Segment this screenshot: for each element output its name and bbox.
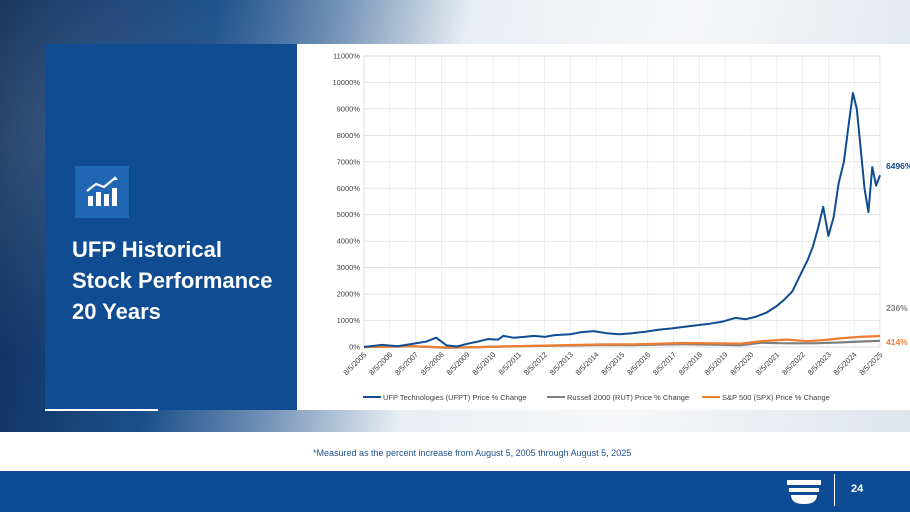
footer-divider	[834, 474, 835, 506]
x-tick-label: 8/5/2022	[780, 350, 807, 377]
y-tick-label: 4000%	[337, 237, 361, 246]
x-tick-label: 8/5/2021	[754, 350, 781, 377]
legend-entry: S&P 500 (SPX) Price % Change	[722, 393, 830, 402]
x-tick-label: 8/5/2019	[703, 350, 730, 377]
x-tick-label: 8/5/2012	[522, 350, 549, 377]
x-tick-label: 8/5/2008	[419, 350, 446, 377]
x-tick-label: 8/5/2016	[625, 350, 652, 377]
x-tick-label: 8/5/2023	[806, 350, 833, 377]
title-line-3: 20 Years	[72, 299, 161, 324]
y-tick-label: 0%	[349, 343, 360, 352]
x-axis-ticks: 8/5/20058/5/20068/5/20078/5/20088/5/2009…	[341, 350, 884, 377]
page-number: 24	[851, 483, 864, 495]
end-value-label: 414%	[886, 337, 908, 347]
y-tick-label: 5000%	[337, 210, 361, 219]
end-labels: 6496% 236% 414%	[886, 161, 910, 347]
title-line-2: Stock Performance	[72, 268, 273, 293]
y-tick-label: 6000%	[337, 184, 361, 193]
series-lines	[363, 92, 881, 349]
x-tick-label: 8/5/2011	[497, 350, 524, 377]
x-tick-label: 8/5/2017	[651, 350, 678, 377]
x-tick-label: 8/5/2020	[728, 350, 755, 377]
y-tick-label: 8000%	[337, 131, 361, 140]
grid-lines	[363, 55, 881, 348]
x-tick-label: 8/5/2014	[574, 350, 601, 377]
title-underline	[45, 409, 158, 411]
chart-card: 0% 1000% 2000% 3000% 4000% 5000% 6000% 7000% 800…	[297, 44, 910, 410]
y-tick-label: 10000%	[332, 78, 360, 87]
y-tick-label: 2000%	[337, 290, 361, 299]
x-tick-label: 8/5/2015	[599, 350, 626, 377]
bar-chart-trend-icon	[86, 176, 118, 206]
x-tick-label: 8/5/2010	[470, 350, 497, 377]
x-tick-label: 8/5/2007	[393, 350, 420, 377]
company-logo-icon	[787, 480, 821, 504]
plot-area-border	[363, 55, 881, 348]
y-tick-label: 11000%	[333, 52, 360, 61]
title-panel: UFP Historical Stock Performance 20 Year…	[45, 44, 297, 411]
legend-entry: Russell 2000 (RUT) Price % Change	[567, 393, 689, 402]
x-tick-label: 8/5/2025	[857, 350, 884, 377]
legend: UFP Technologies (UFPT) Price % Change Ru…	[363, 393, 830, 402]
slide-title: UFP Historical Stock Performance 20 Year…	[72, 234, 292, 327]
title-line-1: UFP Historical	[72, 237, 222, 262]
footnote: *Measured as the percent increase from A…	[313, 448, 632, 458]
y-axis-ticks: 0% 1000% 2000% 3000% 4000% 5000% 6000% 7000% 800…	[332, 52, 360, 352]
y-tick-label: 7000%	[337, 157, 361, 166]
series-line	[363, 92, 881, 348]
y-tick-label: 3000%	[337, 263, 361, 272]
x-tick-label: 8/5/2018	[677, 350, 704, 377]
y-tick-label: 1000%	[337, 316, 361, 325]
x-tick-label: 8/5/2024	[832, 350, 859, 377]
x-tick-label: 8/5/2005	[341, 350, 368, 377]
end-value-label: 236%	[886, 303, 908, 313]
chart-icon-box	[75, 166, 129, 218]
series-line	[363, 334, 881, 349]
footer-bar	[0, 471, 910, 512]
x-tick-label: 8/5/2013	[548, 350, 575, 377]
legend-entry: UFP Technologies (UFPT) Price % Change	[383, 393, 527, 402]
end-value-label: 6496%	[886, 161, 910, 171]
x-tick-label: 8/5/2006	[367, 350, 394, 377]
y-tick-label: 9000%	[337, 104, 361, 113]
x-tick-label: 8/5/2009	[445, 350, 472, 377]
stock-performance-chart: 0% 1000% 2000% 3000% 4000% 5000% 6000% 7000% 800…	[332, 52, 910, 403]
